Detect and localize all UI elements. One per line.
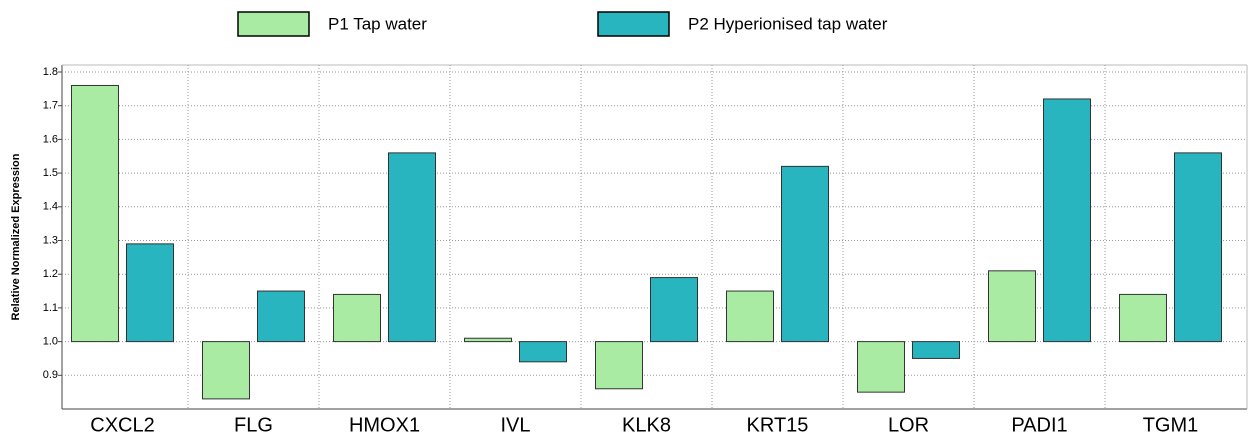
x-tick-label: KLK8 (622, 414, 671, 436)
bar (988, 270, 1036, 343)
y-tick-label: 1.3 (43, 234, 58, 246)
bar (650, 277, 698, 343)
x-tick-label: LOR (888, 414, 929, 436)
bar (257, 290, 305, 343)
bar (126, 243, 174, 343)
bar (202, 341, 250, 400)
y-tick-label: 1.1 (43, 302, 58, 314)
bar (781, 165, 829, 343)
x-tick-label: FLG (234, 414, 273, 436)
x-tick-label: IVL (500, 414, 530, 436)
bar (333, 293, 381, 343)
y-axis-label: Relative Normalized Expression (10, 153, 22, 320)
x-tick-label: PADI1 (1011, 414, 1067, 436)
bar (595, 341, 643, 390)
y-tick-label: 1.6 (43, 133, 58, 145)
bar (464, 337, 512, 343)
y-tick-label: 1.4 (43, 201, 58, 213)
legend-label: P1 Tap water (328, 14, 427, 33)
bar (519, 341, 567, 363)
bar (71, 84, 119, 343)
legend-swatch (597, 11, 670, 37)
bar (1043, 98, 1091, 343)
x-tick-label: HMOX1 (349, 414, 420, 436)
legend-label: P2 Hyperionised tap water (688, 14, 888, 33)
x-tick-label: CXCL2 (90, 414, 154, 436)
x-tick-label: KRT15 (747, 414, 809, 436)
bar (1174, 152, 1222, 343)
y-tick-label: 1.7 (43, 100, 58, 112)
y-tick-label: 1.2 (43, 268, 58, 280)
bar (726, 290, 774, 343)
legend-swatch (237, 11, 310, 37)
y-tick-label: 0.9 (43, 369, 58, 381)
y-tick-label: 1.0 (43, 336, 58, 348)
x-tick-label: TGM1 (1143, 414, 1199, 436)
bar (388, 152, 436, 343)
bar (1119, 293, 1167, 343)
bar (912, 341, 960, 359)
y-tick-label: 1.5 (43, 167, 58, 179)
bar (857, 341, 905, 393)
y-tick-label: 1.8 (43, 66, 58, 78)
